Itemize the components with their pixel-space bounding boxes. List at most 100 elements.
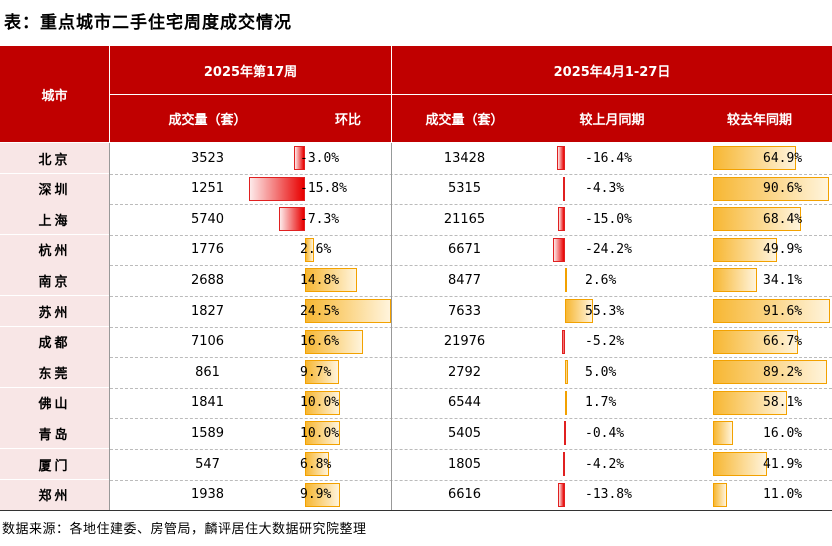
mom-bar (552, 237, 565, 262)
week-volume-cell: 3523 (190, 150, 225, 166)
yoy-value: 91.6% (763, 303, 803, 319)
row-divider (110, 479, 832, 481)
yoy-value: 58.1% (763, 395, 803, 411)
mom-value: -16.4% (585, 150, 632, 166)
wow-value: 16.6% (300, 334, 340, 350)
yoy-bar (713, 299, 831, 323)
wow-value: 14.8% (300, 272, 340, 288)
mom-value: -4.2% (585, 456, 625, 472)
yoy-bar (713, 329, 799, 354)
city-cell: 成都 (0, 326, 109, 357)
header-col-mom: 较上月同期 (537, 95, 687, 142)
yoy-value: 49.9% (763, 242, 803, 258)
yoy-bar (713, 268, 757, 293)
month-volume-cell: 1805 (447, 456, 482, 472)
wow-bar (294, 146, 305, 170)
row-divider (110, 296, 832, 297)
city-cell: 北京 (0, 143, 109, 173)
mom-value: -24.2% (585, 242, 632, 258)
table-title: 表：重点城市二手住宅周度成交情况 (4, 13, 292, 33)
mom-bar (556, 146, 565, 170)
week-volume-cell: 1827 (190, 303, 225, 319)
yoy-bar (713, 237, 777, 262)
wow-bar (305, 329, 364, 354)
mom-bar (565, 299, 593, 323)
week-volume-cell: 1776 (190, 242, 225, 258)
yoy-bar (713, 421, 734, 446)
month-volume-cell: 6544 (447, 395, 482, 411)
city-cell: 杭州 (0, 234, 109, 265)
month-volume-cell: 8477 (447, 272, 482, 288)
week-volume-cell: 1589 (190, 425, 225, 441)
city-cell: 上海 (0, 204, 109, 235)
mom-bar (565, 268, 567, 293)
yoy-bar (713, 360, 828, 385)
mom-value: -4.3% (585, 181, 625, 197)
wow-bar (305, 421, 341, 446)
wow-value: 9.7% (300, 364, 332, 380)
yoy-bar (713, 452, 767, 476)
city-cell: 青岛 (0, 418, 109, 449)
header-col-volume-month-label: 成交量（套） (425, 113, 504, 128)
month-volume-cell: 7633 (447, 303, 482, 319)
mom-bar (558, 482, 565, 507)
wow-value: 6.8% (300, 456, 332, 472)
mom-value: 55.3% (585, 303, 625, 319)
yoy-value: 41.9% (763, 456, 803, 472)
mom-bar (557, 207, 565, 232)
yoy-value: 90.6% (763, 181, 803, 197)
header-col-volume-week-label: 成交量（套） (168, 113, 247, 128)
mom-bar (563, 421, 566, 446)
row-divider (110, 234, 832, 236)
city-cell: 郑州 (0, 479, 109, 510)
header-week-group: 2025年第17周 (110, 46, 391, 94)
month-volume-cell: 6671 (447, 242, 482, 258)
wow-bar (249, 176, 305, 201)
city-cell: 厦门 (0, 449, 109, 479)
mom-value: 1.7% (585, 395, 617, 411)
yoy-value: 89.2% (763, 364, 803, 380)
row-divider (110, 449, 832, 450)
week-volume-cell: 7106 (190, 334, 225, 350)
row-divider (110, 326, 832, 328)
row-divider (110, 173, 832, 175)
month-volume-cell: 13428 (443, 150, 486, 166)
week-volume-cell: 1251 (190, 181, 225, 197)
header-col-volume-month: 成交量（套） (392, 95, 537, 142)
wow-value: -3.0% (300, 150, 340, 166)
wow-bar (305, 482, 340, 507)
wow-value: 9.9% (300, 487, 332, 503)
yoy-bar (713, 390, 788, 415)
mom-value: -0.4% (585, 425, 625, 441)
week-volume-cell: 861 (195, 364, 220, 380)
yoy-bar (713, 207, 801, 232)
wow-value: 24.5% (300, 303, 340, 319)
wow-value: 10.0% (300, 395, 340, 411)
row-divider (110, 265, 832, 267)
yoy-bar (713, 482, 728, 507)
mom-bar (562, 452, 565, 476)
week-volume-cell: 5740 (190, 211, 225, 227)
mom-bar (562, 176, 565, 201)
mom-value: -5.2% (585, 334, 625, 350)
wow-bar (305, 390, 341, 415)
column-divider (109, 143, 110, 510)
yoy-value: 34.1% (763, 272, 803, 288)
month-volume-cell: 5405 (447, 425, 482, 441)
row-divider (110, 204, 832, 206)
header-month-group-label: 2025年4月1-27日 (553, 64, 671, 80)
city-cell: 东莞 (0, 357, 109, 388)
city-cell: 南京 (0, 265, 109, 296)
yoy-bar (713, 176, 829, 201)
wow-bar (279, 207, 305, 232)
mom-value: -13.8% (585, 487, 632, 503)
week-volume-cell: 1841 (190, 395, 225, 411)
wow-bar (305, 237, 315, 262)
mom-value: 2.6% (585, 272, 617, 288)
header-col-wow: 环比 (305, 95, 391, 142)
week-volume-cell: 2688 (190, 272, 225, 288)
yoy-value: 16.0% (763, 425, 803, 441)
header-col-yoy: 较去年同期 (687, 95, 832, 142)
mom-value: 5.0% (585, 364, 617, 380)
header-col-volume-week: 成交量（套） (110, 95, 305, 142)
